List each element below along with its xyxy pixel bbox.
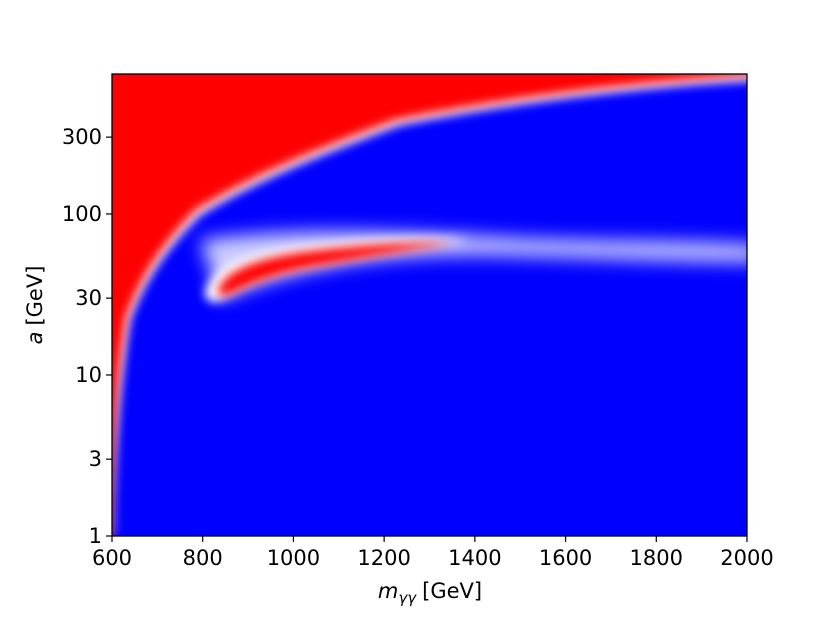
- x-tick-label: 1000: [267, 546, 320, 570]
- y-axis-label: a [GeV]: [23, 266, 47, 345]
- x-label-symbol: m: [378, 579, 398, 603]
- y-label-symbol: a: [23, 332, 47, 345]
- x-label-subscript: γγ: [398, 589, 417, 607]
- high-region: [112, 74, 747, 471]
- x-tick-label: 1400: [448, 546, 501, 570]
- plot-frame: [111, 73, 748, 537]
- y-tick-label: 10: [75, 363, 102, 387]
- x-label-unit: [GeV]: [422, 579, 482, 603]
- x-tick-label: 1600: [539, 546, 592, 570]
- x-tick-label: 800: [183, 546, 223, 570]
- x-tick-label: 600: [92, 546, 132, 570]
- y-tick-label: 1: [89, 524, 102, 548]
- x-axis-label: mγγ [GeV]: [378, 579, 482, 607]
- y-label-unit: [GeV]: [23, 266, 47, 326]
- x-tick-label: 2000: [720, 546, 773, 570]
- x-tick-label: 1200: [357, 546, 410, 570]
- high-island: [217, 242, 455, 296]
- y-tick-label: 300: [62, 125, 102, 149]
- y-tick-label: 100: [62, 202, 102, 226]
- heatmap: [112, 74, 747, 536]
- island-edge: [204, 237, 471, 302]
- x-tick-label: 1800: [630, 546, 683, 570]
- y-tick-label: 30: [75, 286, 102, 310]
- y-tick-label: 3: [89, 447, 102, 471]
